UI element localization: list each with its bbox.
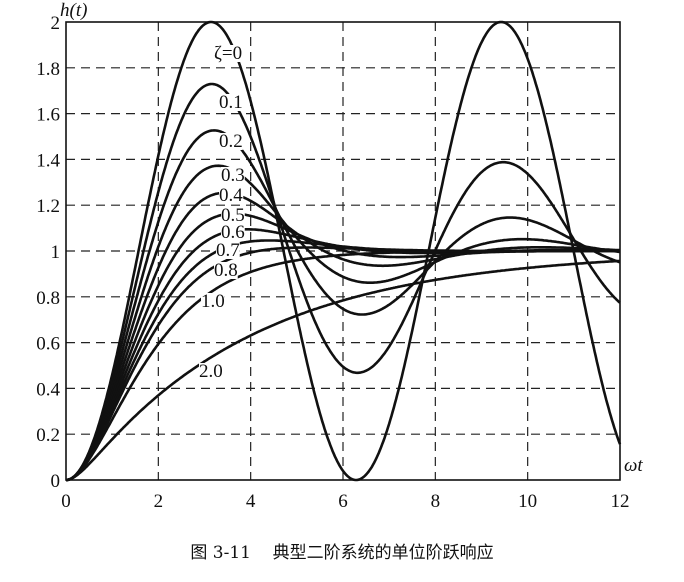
y-axis-label: h(t) xyxy=(60,0,87,21)
axes: 0 2 4 6 8 10 12 0 0.2 0.4 0.6 0.8 1 1.2 1.4 1.6 1.8 2 xyxy=(36,13,629,512)
series-line-0.1 xyxy=(65,82,621,482)
series-line-0.2 xyxy=(65,129,621,482)
series-line-0.4 xyxy=(65,191,621,482)
y-tick-label: 0.8 xyxy=(36,288,60,309)
x-tick-label: 2 xyxy=(154,491,164,512)
series-line-2.0 xyxy=(65,259,621,482)
y-tick-label: 1.4 xyxy=(36,150,60,171)
x-tick-label: 0 xyxy=(61,491,71,512)
series-label: 0.8 xyxy=(214,260,238,281)
y-tick-label: 0 xyxy=(51,471,61,492)
label-background xyxy=(201,293,225,310)
series-label: 0.7 xyxy=(216,240,240,261)
x-tick-label: 4 xyxy=(246,491,256,512)
label-background xyxy=(219,94,243,111)
y-tick-label: 0.4 xyxy=(36,379,60,400)
label-background xyxy=(219,133,243,150)
label-background xyxy=(214,45,243,62)
series-labels: ζ=0 0.1 0.2 0.30.40.50.60.70.8 1.0 2.0 xyxy=(199,43,245,382)
label-background xyxy=(216,242,240,259)
label-background xyxy=(214,262,238,279)
y-tick-label: 0.2 xyxy=(36,425,60,446)
label-background xyxy=(221,207,245,224)
series-label: 2.0 xyxy=(199,361,223,382)
figure-caption: 图 3-11 典型二阶系统的单位阶跃响应 xyxy=(190,543,494,563)
x-tick-label: 6 xyxy=(338,491,348,512)
series-line-0.3 xyxy=(65,164,621,482)
y-tick-label: 1 xyxy=(51,242,61,263)
series-label: ζ=0 xyxy=(214,43,242,64)
y-tick-label: 1.2 xyxy=(36,196,60,217)
label-background xyxy=(221,224,245,241)
series-label: 0.6 xyxy=(221,222,245,243)
series-label: 0.1 xyxy=(219,92,243,113)
series-label: 1.0 xyxy=(201,291,225,312)
series-line-ζ=0 xyxy=(65,20,622,482)
x-tick-label: 10 xyxy=(518,491,537,512)
label-background xyxy=(221,167,245,184)
x-axis-label: ωt xyxy=(624,455,643,476)
label-background xyxy=(199,363,223,380)
y-tick-label: 1.8 xyxy=(36,59,60,80)
x-tick-label: 8 xyxy=(431,491,441,512)
series-label: 0.2 xyxy=(219,131,243,152)
x-tick-label: 12 xyxy=(611,491,630,512)
series-label: 0.3 xyxy=(221,165,245,186)
series-label: 0.4 xyxy=(219,185,243,206)
series-label: 0.5 xyxy=(221,205,245,226)
plot-frame xyxy=(65,21,621,481)
label-background xyxy=(219,187,244,204)
series-line-1.0 xyxy=(65,249,620,482)
y-tick-label: 2 xyxy=(51,13,61,34)
y-tick-label: 1.6 xyxy=(36,105,60,126)
curves xyxy=(65,20,622,482)
y-tick-label: 0.6 xyxy=(36,334,60,355)
